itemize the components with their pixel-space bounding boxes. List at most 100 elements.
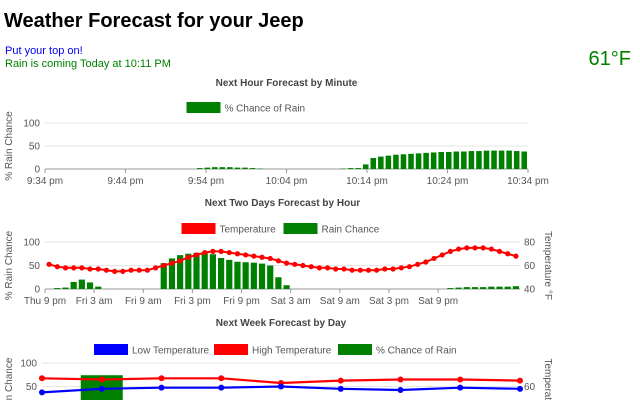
y-tick-label: 50 [29,142,41,153]
rain-bar [62,287,69,289]
temperature-point [169,260,175,266]
low-temperature-point [278,383,284,390]
temperature-point [365,267,372,273]
temperature-point [112,268,118,274]
high-temperature-point [337,377,344,384]
temperature-point [202,249,208,256]
rain-bar [160,263,167,289]
x-tick-label: 9:34 pm [27,176,63,187]
x-tick-label: 9:54 pm [188,176,224,187]
low-temperature-point [158,384,165,391]
temperature-point [341,266,347,272]
x-tick-label: Sat 3 am [271,296,311,307]
rain-bar [242,167,248,169]
rain-bar [193,252,200,289]
rain-bar [385,155,392,169]
temperature-point [144,267,150,273]
temperature-point [275,258,282,264]
low-temperature-point [39,389,45,396]
y-tick-label: 50 [29,261,41,272]
temperature-point [185,254,191,260]
x-tick-label: Sat 3 pm [369,296,409,307]
temperature-point [152,265,159,271]
legend-swatch [214,344,248,355]
y-tick-label: 100 [23,238,40,249]
x-tick-label: Thu 9 pm [24,296,66,307]
rain-bar [455,287,462,289]
x-tick-label: 10:24 pm [427,176,469,187]
y-axis-label: Rain Chance [4,357,15,400]
rain-bar [250,262,257,289]
x-tick-label: 10:04 pm [266,176,308,187]
legend-label: High Temperature [252,346,332,357]
rain-bar [480,287,487,289]
rain-bar [453,151,460,169]
page-title: Weather Forecast for your Jeep [4,10,304,32]
temperature-point [259,254,265,260]
y-tick-label: 100 [23,119,40,130]
high-temperature-point [517,377,523,384]
temperature-point [374,267,380,273]
temperature-point [128,267,134,273]
minute-forecast-chart: Next Hour Forecast by Minute % Chance of … [0,74,640,190]
rain-bar [378,156,384,169]
weekly-forecast-chart: Next Week Forecast by Day Low Temperature… [0,314,640,400]
legend-label: % Chance of Rain [376,346,457,357]
rain-bar [177,255,184,289]
rain-bar [498,150,505,169]
temperature-point [488,246,494,252]
y-tick-label: 50 [26,382,38,393]
rain-bar [217,257,225,289]
y2-tick-label: 40 [524,285,536,296]
rain-bar [463,287,470,289]
low-temperature-point [218,384,225,391]
top-warning-link[interactable]: Put your top on! [5,45,83,57]
high-temperature-point [218,375,225,382]
legend-swatch [186,102,221,113]
rain-bar [95,286,102,289]
rain-bar [54,288,61,289]
rain-bar [370,157,377,169]
rain-bar [212,167,218,169]
temperature-point [218,248,224,254]
rain-bar [275,277,282,289]
temperature-point [103,267,110,273]
rain-bar [415,153,422,169]
temperature-point [62,265,69,271]
low-temperature-point [337,385,344,392]
low-temperature-point [517,385,523,392]
rain-bar [506,150,512,169]
temperature-point [480,245,486,251]
temperature-point [431,255,437,262]
legend-label: % Chance of Rain [225,104,306,115]
temperature-line [48,246,517,273]
legend-label: Rain Chance [322,225,380,236]
temperature-point [357,267,363,273]
rain-bar [78,279,85,289]
temperature-point [439,252,445,258]
temperature-point [283,260,290,266]
temperature-point [251,253,257,259]
y-axis-label: % Rain Chance [4,111,15,181]
rain-alert-message: Rain is coming Today at 10:11 PM [5,58,171,70]
rain-bar [234,261,241,289]
x-tick-label: Fri 9 pm [223,296,260,307]
temperature-point [415,261,421,267]
rain-bar [393,154,399,169]
temperature-point [136,267,142,273]
x-tick-label: 10:14 pm [346,176,388,187]
rain-bar [234,167,241,169]
rain-bar [362,164,369,169]
chart-title: Next Two Days Forecast by Hour [205,198,361,209]
rain-bar [204,167,211,169]
temperature-point [406,264,413,270]
rain-bar [70,281,77,289]
rain-bar [438,151,444,169]
x-tick-label: Fri 3 pm [174,296,211,307]
low-temperature-point [457,384,464,391]
y-axis-label: % Rain Chance [4,230,15,300]
legend-swatch [181,223,216,234]
high-temperature-point [158,375,165,382]
temperature-point [349,267,355,273]
rain-bar [504,286,511,289]
